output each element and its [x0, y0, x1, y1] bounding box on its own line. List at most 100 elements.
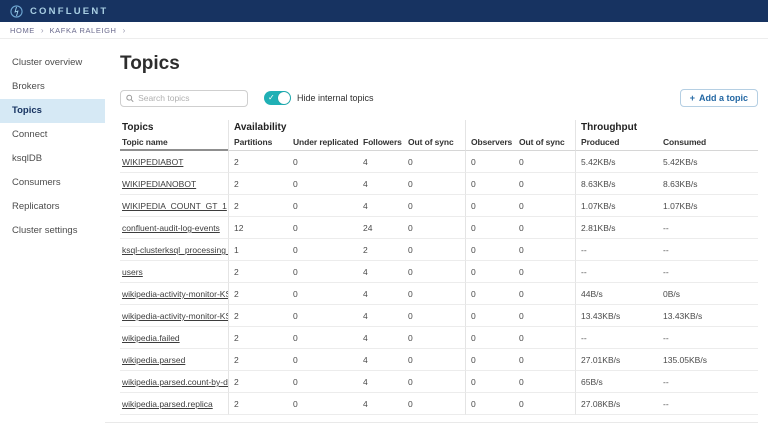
sidebar-item-replicators[interactable]: Replicators	[12, 201, 60, 212]
table-cell: 0	[403, 217, 465, 239]
topic-name-cell: WIKIPEDIA_COUNT_GT_1	[120, 195, 228, 217]
search-input[interactable]	[138, 93, 242, 103]
table-cell: 0	[514, 393, 575, 415]
table-cell: 2	[228, 195, 288, 217]
table-cell: 12	[228, 217, 288, 239]
topics-table: Topics Availability Throughput Topic nam…	[120, 120, 758, 415]
table-cell: --	[658, 371, 758, 393]
table-cell: 0	[288, 305, 358, 327]
topic-name-link[interactable]: WIKIPEDIABOT	[122, 157, 184, 167]
table-cell: 1.07KB/s	[575, 195, 658, 217]
column-header-observers-out-of-sync[interactable]: Out of sync	[514, 136, 575, 151]
table-cell: 0	[403, 239, 465, 261]
chevron-right-icon: ›	[122, 25, 126, 35]
table-cell: 0	[288, 151, 358, 173]
table-cell: 0	[288, 173, 358, 195]
brand-name: CONFLUENT	[30, 5, 109, 17]
search-icon	[126, 94, 134, 102]
topic-name-cell: ksql-clusterksql_processing_l...	[120, 239, 228, 261]
column-header-out-of-sync[interactable]: Out of sync	[403, 136, 465, 151]
table-cell: 0	[288, 349, 358, 371]
column-header-produced[interactable]: Produced	[575, 136, 658, 151]
column-header-topic-name[interactable]: Topic name	[120, 136, 228, 151]
table-cell: 13.43KB/s	[658, 305, 758, 327]
table-cell: 4	[358, 305, 403, 327]
topic-name-cell: WIKIPEDIANOBOT	[120, 173, 228, 195]
table-cell: 4	[358, 261, 403, 283]
table-cell: 1	[228, 239, 288, 261]
group-availability: Availability	[228, 120, 465, 136]
topic-name-link[interactable]: wikipedia.parsed.count-by-do...	[122, 377, 228, 387]
group-throughput: Throughput	[575, 120, 758, 136]
topic-name-cell: wikipedia.failed	[120, 327, 228, 349]
add-topic-button[interactable]: + Add a topic	[679, 89, 758, 107]
sidebar: Cluster overview Brokers Topics Connect ksql…	[0, 39, 105, 436]
table-cell: 4	[358, 393, 403, 415]
table-cell: 0	[465, 283, 514, 305]
table-cell: 0	[514, 283, 575, 305]
topic-name-cell: users	[120, 261, 228, 283]
add-topic-label: Add a topic	[699, 93, 748, 103]
column-header-followers[interactable]: Followers	[358, 136, 403, 151]
topic-name-link[interactable]: wikipedia-activity-monitor-KS...	[122, 311, 228, 321]
sidebar-item-cluster-overview[interactable]: Cluster overview	[12, 57, 83, 68]
search-box[interactable]	[120, 89, 248, 107]
table-cell: 0	[288, 283, 358, 305]
main-content: Topics ✓ Hide internal topics + Add a to	[105, 39, 768, 436]
sidebar-item-cluster-settings[interactable]: Cluster settings	[12, 225, 78, 236]
column-header-consumed[interactable]: Consumed	[658, 136, 758, 151]
breadcrumb-link[interactable]: HOME	[10, 25, 35, 35]
topic-name-link[interactable]: confluent-audit-log-events	[122, 223, 220, 233]
group-observers	[465, 120, 575, 136]
table-cell: 0	[403, 305, 465, 327]
sidebar-item-connect[interactable]: Connect	[12, 129, 48, 140]
table-cell: 5.42KB/s	[658, 151, 758, 173]
topic-name-link[interactable]: wikipedia-activity-monitor-KS...	[122, 289, 228, 299]
table-cell: 0	[514, 305, 575, 327]
table-cell: 0	[465, 349, 514, 371]
breadcrumb-link[interactable]: KAFKA RALEIGH	[49, 25, 117, 35]
table-cell: 0	[288, 239, 358, 261]
table-cell: 135.05KB/s	[658, 349, 758, 371]
group-topics: Topics	[122, 122, 154, 133]
table-cell: 13.43KB/s	[575, 305, 658, 327]
page-title: Topics	[120, 53, 180, 74]
table-cell: 0	[288, 195, 358, 217]
sidebar-item-consumers[interactable]: Consumers	[12, 177, 61, 188]
sidebar-item-topics[interactable]: Topics	[0, 99, 105, 123]
table-cell: 0	[403, 349, 465, 371]
table-cell: 0	[514, 151, 575, 173]
table-cell: --	[658, 393, 758, 415]
topic-name-link[interactable]: wikipedia.failed	[122, 333, 180, 343]
topic-name-cell: wikipedia.parsed.count-by-do...	[120, 371, 228, 393]
toggle-knob	[278, 92, 290, 104]
topic-name-link[interactable]: users	[122, 267, 143, 277]
table-cell: 2	[228, 349, 288, 371]
table-cell: 27.08KB/s	[575, 393, 658, 415]
table-cell: 2	[228, 305, 288, 327]
table-cell: --	[658, 327, 758, 349]
table-cell: 2	[358, 239, 403, 261]
topic-name-link[interactable]: WIKIPEDIA_COUNT_GT_1	[122, 201, 227, 211]
topic-name-link[interactable]: wikipedia.parsed	[122, 355, 186, 365]
column-header-under-replicated[interactable]: Under replicated	[288, 136, 358, 151]
table-cell: 0	[403, 393, 465, 415]
table-cell: --	[575, 327, 658, 349]
table-cell: 0	[514, 327, 575, 349]
sidebar-item-brokers[interactable]: Brokers	[12, 81, 45, 92]
sidebar-item-ksqldb[interactable]: ksqlDB	[12, 153, 43, 164]
table-cell: 2	[228, 393, 288, 415]
chevron-right-icon: ›	[40, 25, 44, 35]
table-cell: 0	[514, 217, 575, 239]
controls-row: ✓ Hide internal topics + Add a topic	[120, 89, 758, 107]
table-cell: 0	[514, 261, 575, 283]
column-header-observers[interactable]: Observers	[465, 136, 514, 151]
table-cell: 0	[465, 239, 514, 261]
topic-name-link[interactable]: ksql-clusterksql_processing_l...	[122, 245, 228, 255]
topic-name-link[interactable]: wikipedia.parsed.replica	[122, 399, 213, 409]
table-cell: 44B/s	[575, 283, 658, 305]
topic-name-cell: WIKIPEDIABOT	[120, 151, 228, 173]
column-header-partitions[interactable]: Partitions	[228, 136, 288, 151]
topic-name-link[interactable]: WIKIPEDIANOBOT	[122, 179, 197, 189]
hide-internal-topics-toggle[interactable]: ✓	[264, 91, 291, 105]
